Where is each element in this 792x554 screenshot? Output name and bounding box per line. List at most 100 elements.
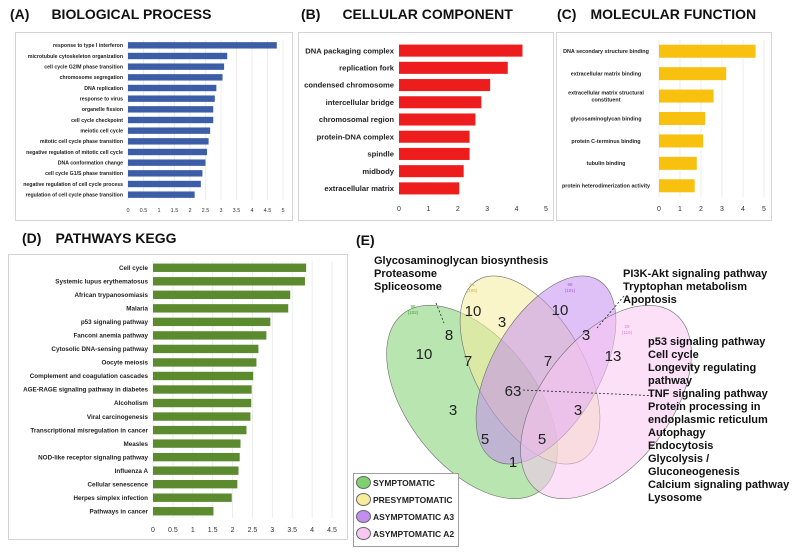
bar bbox=[128, 52, 228, 60]
category-label: cell cycle G2/M phase transition bbox=[44, 64, 123, 70]
x-tick-label: 0 bbox=[126, 208, 129, 214]
venn-region-count: 13 bbox=[605, 348, 622, 365]
annotation-line: Spliceosome bbox=[374, 281, 442, 293]
x-tick-label: 2 bbox=[231, 527, 235, 534]
x-tick-label: 0 bbox=[397, 206, 401, 213]
bar bbox=[399, 130, 470, 143]
venn-region-count: 8 bbox=[445, 327, 453, 344]
venn-region-count: 63 bbox=[505, 383, 522, 400]
x-tick-label: 2 bbox=[456, 206, 460, 213]
x-tick-label: 5 bbox=[762, 206, 766, 213]
venn-region-count: 10 bbox=[552, 302, 569, 319]
venn-region-count: 10 bbox=[465, 303, 482, 320]
category-label: microtubule cytoskeleton organization bbox=[28, 54, 123, 60]
legend-swatch-asymptomatic-a3 bbox=[356, 510, 371, 523]
bar bbox=[153, 358, 257, 367]
annotation-line: Autophagy bbox=[648, 427, 706, 439]
x-tick-label: 1.5 bbox=[171, 208, 179, 214]
bar bbox=[659, 134, 704, 148]
x-tick-label: 5 bbox=[281, 208, 284, 214]
bar bbox=[399, 44, 523, 57]
legend-item-symptomatic: SYMPTOMATIC bbox=[354, 474, 458, 491]
annotation-line: endoplasmic reticulum bbox=[648, 414, 768, 426]
category-label: DNA secondary structure binding bbox=[563, 49, 649, 55]
category-label: intercellular bridge bbox=[326, 98, 394, 107]
bar bbox=[153, 398, 252, 408]
panel-a-title: (A) BIOLOGICAL PROCESS bbox=[10, 6, 211, 22]
bar bbox=[659, 89, 714, 103]
bar bbox=[153, 507, 214, 516]
x-tick-label: 2.5 bbox=[202, 208, 210, 214]
venn-set-count: 98 bbox=[567, 282, 573, 287]
x-tick-label: 2 bbox=[188, 208, 191, 214]
legend-label-asymptomatic-a2: ASYMPTOMATIC A2 bbox=[373, 528, 455, 539]
annotation-line: Glycosaminoglycan biosynthesis bbox=[374, 255, 549, 267]
bar bbox=[128, 42, 277, 49]
bar bbox=[659, 111, 706, 126]
bar bbox=[128, 116, 214, 124]
panel-b-heading: CELLULAR COMPONENT bbox=[342, 6, 513, 22]
legend-label-presymptomatic: PRESYMPTOMATIC bbox=[373, 494, 453, 505]
bar bbox=[153, 425, 247, 435]
venn-region-count: 7 bbox=[464, 353, 472, 370]
panel-a-heading: BIOLOGICAL PROCESS bbox=[51, 6, 212, 22]
category-label: Systemic lupus erythematosus bbox=[55, 278, 148, 285]
category-label: cell cycle G1/S phase transition bbox=[45, 171, 123, 177]
category-label: DNA replication bbox=[84, 86, 123, 92]
venn-annotation-left-top: Glycosaminoglycan biosynthesis Proteasom… bbox=[374, 255, 548, 294]
venn-region-count: 3 bbox=[498, 314, 506, 331]
x-tick-label: 3 bbox=[270, 527, 274, 534]
bar bbox=[128, 84, 217, 92]
category-label: Cellular senescence bbox=[87, 481, 148, 488]
panel-c-tag: (C) bbox=[557, 6, 577, 22]
x-tick-label: 1 bbox=[426, 206, 430, 213]
chart-frame bbox=[556, 32, 772, 221]
category-label: protein heterodimerization activity bbox=[562, 184, 650, 190]
annotation-line: Calcium signaling pathway bbox=[648, 479, 790, 491]
bar bbox=[399, 79, 491, 92]
annotation-line: Glycolysis / bbox=[648, 453, 710, 465]
category-label: p53 signaling pathway bbox=[81, 319, 149, 326]
venn-set-total: (101) bbox=[565, 288, 576, 293]
legend-label-symptomatic: SYMPTOMATIC bbox=[373, 477, 436, 488]
chart-frame bbox=[8, 254, 348, 540]
x-tick-label: 2 bbox=[699, 206, 703, 213]
category-label: chromosome segregation bbox=[60, 75, 123, 81]
category-label: spindle bbox=[367, 150, 394, 159]
leader-line bbox=[435, 302, 445, 324]
bar bbox=[128, 148, 208, 156]
x-tick-label: 3 bbox=[485, 206, 489, 213]
bar bbox=[153, 277, 305, 286]
category-label: Alcoholism bbox=[114, 400, 148, 407]
venn-region-count: 5 bbox=[538, 431, 546, 448]
venn-region-count: 1 bbox=[509, 454, 517, 471]
category-label: tubulin binding bbox=[587, 161, 626, 167]
x-tick-label: 1 bbox=[191, 527, 195, 534]
category-label: Influenza A bbox=[115, 468, 149, 475]
bar bbox=[153, 452, 240, 462]
category-label: Complement and coagulation cascades bbox=[30, 373, 149, 380]
panel-c-title: (C) MOLECULAR FUNCTION bbox=[557, 6, 756, 22]
category-label: extracellular matrix binding bbox=[571, 72, 641, 78]
legend-label-asymptomatic-a3: ASYMPTOMATIC A3 bbox=[373, 511, 455, 522]
chart-biological-process: 0 0.5 1 1.5 2 2.5 3 3.5 4 4.5 5 response to type I … bbox=[15, 32, 293, 221]
bar bbox=[399, 147, 470, 160]
x-tick-label: 4 bbox=[250, 208, 253, 214]
panel-d-tag: (D) bbox=[22, 230, 42, 246]
category-label: protein-DNA complex bbox=[317, 132, 395, 141]
x-tick-label: 0 bbox=[151, 527, 155, 534]
venn-set-total: (102) bbox=[408, 310, 419, 315]
bar bbox=[128, 138, 209, 145]
annotation-line: Proteasome bbox=[374, 268, 437, 280]
category-label: Transcriptional misregulation in cancer bbox=[30, 427, 148, 434]
bar bbox=[128, 63, 225, 70]
venn-set-total: (116) bbox=[622, 330, 633, 335]
panel-e-title: (E) bbox=[356, 232, 397, 248]
panel-e-tag: (E) bbox=[356, 232, 375, 248]
bar bbox=[153, 479, 238, 489]
category-label: Fanconi anemia pathway bbox=[73, 333, 148, 340]
x-tick-label: 5 bbox=[544, 206, 548, 213]
venn-region-count: 3 bbox=[449, 402, 457, 419]
bar bbox=[153, 466, 239, 475]
x-tick-label: 1.5 bbox=[208, 527, 218, 534]
